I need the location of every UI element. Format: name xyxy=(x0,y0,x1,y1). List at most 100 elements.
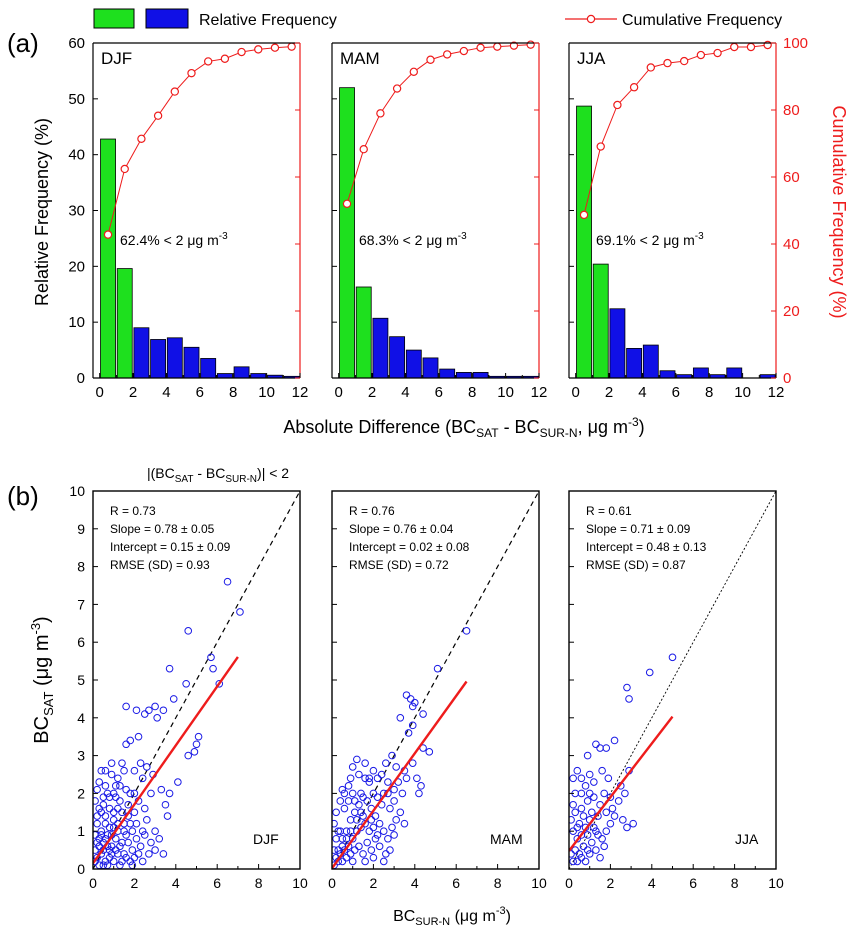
scatter-point-jja-35 xyxy=(598,834,606,843)
scatter-point-jja-50 xyxy=(569,857,577,866)
scatter-stat-djf-1: Slope = 0.78 ± 0.05 xyxy=(110,522,215,536)
scatter-point-djf-71 xyxy=(101,857,110,866)
hist-season-label: MAM xyxy=(340,49,380,68)
scatter-point-djf-41 xyxy=(116,797,124,805)
bar-djf-5 xyxy=(183,346,200,379)
hist-xtick-label: 0 xyxy=(572,384,580,401)
hist-annotation: 62.4% < 2 μg m-3 xyxy=(120,231,228,248)
scatter-point-djf-132 xyxy=(105,846,114,854)
scatter-point-djf-63 xyxy=(132,834,141,843)
scatter-point-mam-58 xyxy=(342,853,351,862)
scatter-point-jja-15 xyxy=(604,774,613,783)
scatter-point-djf-115 xyxy=(97,831,106,839)
bar-djf-7 xyxy=(216,373,233,379)
scatter-ytick-label: 4 xyxy=(77,710,85,726)
scatter-point-djf-52 xyxy=(93,819,101,828)
scatter-point-mam-90 xyxy=(365,774,374,783)
scatter-point-djf-1 xyxy=(236,608,244,616)
scatter-xlabel-sup: -3 xyxy=(496,905,506,917)
scatter-point-jja-65 xyxy=(592,827,600,836)
scatter-point-djf-105 xyxy=(126,789,135,798)
scatter-point-mam-69 xyxy=(357,823,365,832)
cumulative-point-jja-6 xyxy=(679,56,689,66)
scatter-point-djf-116 xyxy=(93,857,99,866)
scatter-point-mam-85 xyxy=(357,789,365,798)
scatter-point-jja-6 xyxy=(592,740,600,749)
hist-ytick-label-left: 50 xyxy=(68,91,85,108)
scatter-point-jja-63 xyxy=(573,823,582,832)
scatter-point-jja-45 xyxy=(583,846,592,854)
scatter-panel-jja: 0 2 4 6 8 10 R = 0.61 Slope = 0.71 ± 0.09 Interc… xyxy=(565,490,784,891)
cumulative-point-djf-5 xyxy=(187,68,196,78)
scatter-point-djf-106 xyxy=(143,763,151,771)
scatter-point-jja-11 xyxy=(581,782,590,790)
bar-mam-7 xyxy=(455,372,472,379)
scatter-xtick-label: 8 xyxy=(494,875,502,891)
scatter-point-mam-104 xyxy=(400,819,409,828)
scatter-point-djf-43 xyxy=(130,808,139,817)
scatter-point-djf-73 xyxy=(109,857,118,866)
cumulative-point-mam-5 xyxy=(426,55,435,64)
scatter-ytick-label: 0 xyxy=(77,861,85,877)
scatter-point-djf-91 xyxy=(147,838,155,847)
scatter-point-mam-89 xyxy=(398,789,407,798)
scatter-point-mam-80 xyxy=(348,789,357,798)
scatter-point-mam-65 xyxy=(371,834,380,843)
scatter-point-mam-91 xyxy=(369,789,378,798)
scatter-point-djf-24 xyxy=(138,774,147,783)
cumulative-point-jja-9 xyxy=(730,42,739,52)
hist-xlabel-close: ) xyxy=(639,417,645,437)
bar-djf-6 xyxy=(200,358,217,379)
annotation-sup: -3 xyxy=(458,231,467,242)
panel-label-a: (a) xyxy=(7,28,39,58)
bar-jja-7 xyxy=(692,367,709,379)
scatter-point-mam-10 xyxy=(425,748,434,756)
scatter-ytick-label: 10 xyxy=(69,483,85,499)
scatter-point-djf-65 xyxy=(140,831,149,839)
scatter-point-djf-103 xyxy=(99,793,108,801)
scatter-ytick-label: 2 xyxy=(77,785,85,801)
scatter-point-jja-14 xyxy=(598,766,606,775)
scatter-point-mam-39 xyxy=(359,793,367,801)
scatter-ytick-label: 8 xyxy=(77,559,85,575)
scatter-point-mam-77 xyxy=(334,846,343,854)
cumulative-point-jja-1 xyxy=(596,142,605,151)
scatter-point-mam-45 xyxy=(384,834,392,843)
scatter-point-djf-19 xyxy=(169,695,178,703)
annotation-main: 69.1% < 2 μg m xyxy=(596,232,695,248)
scatter-point-mam-47 xyxy=(392,816,400,824)
annotation-sup: -3 xyxy=(219,231,228,242)
hist-xtick-label: 4 xyxy=(638,384,646,401)
hist-xtick-label: 2 xyxy=(368,384,376,401)
scatter-point-djf-62 xyxy=(128,846,137,854)
scatter-point-mam-42 xyxy=(371,812,380,820)
scatter-point-mam-9 xyxy=(408,721,417,730)
scatter-xtick-label: 10 xyxy=(292,875,308,891)
scatter-point-djf-38 xyxy=(99,800,108,809)
scatter-xtick-label: 4 xyxy=(648,875,656,891)
scatter-xtick-label: 8 xyxy=(731,875,739,891)
scatter-point-mam-8 xyxy=(404,729,413,737)
scatter-point-mam-101 xyxy=(369,853,378,862)
scatter-point-djf-64 xyxy=(136,842,145,851)
scatter-point-jja-20 xyxy=(608,804,617,813)
scatter-point-djf-68 xyxy=(155,834,164,843)
bar-djf-0 xyxy=(100,138,116,379)
scatter-point-jja-23 xyxy=(590,793,598,801)
scatter-xlabel-main: BC xyxy=(393,908,415,925)
scatter-point-mam-75 xyxy=(342,834,351,843)
scatter-plot-area xyxy=(332,491,539,869)
scatter-point-jja-62 xyxy=(606,793,615,801)
scatter-point-djf-133 xyxy=(151,827,159,836)
scatter-point-jja-47 xyxy=(592,846,600,854)
hist-xtick-label: 0 xyxy=(335,384,343,401)
bar-mam-0 xyxy=(339,87,355,379)
scatter-point-jja-49 xyxy=(600,842,608,851)
cumulative-point-mam-3 xyxy=(392,84,402,93)
scatter-stat-mam-3: RMSE (SD) = 0.72 xyxy=(349,558,449,572)
scatter-point-djf-32 xyxy=(107,770,116,779)
scatter-point-djf-112 xyxy=(118,759,126,767)
scatter-point-mam-2 xyxy=(402,691,411,699)
scatter-point-jja-43 xyxy=(575,850,584,858)
scatter-point-mam-27 xyxy=(348,763,357,771)
